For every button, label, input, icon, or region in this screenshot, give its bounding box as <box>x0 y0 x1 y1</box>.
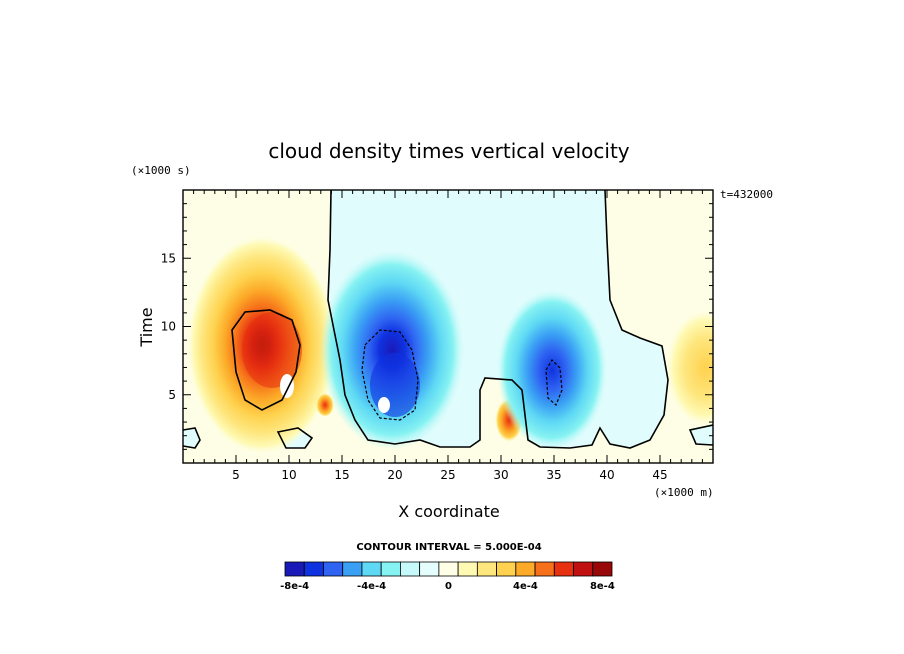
y-tick-label-15: 15 <box>161 251 176 265</box>
negative-cell-1-core <box>370 353 420 417</box>
x-axis-label: X coordinate <box>398 502 499 521</box>
colorbar-swatch-14 <box>553 561 574 577</box>
y-unit-label: (×1000 s) <box>131 164 191 177</box>
x-tick-label-15: 15 <box>334 468 349 482</box>
positive-cell-1-core <box>242 312 302 388</box>
y-tick-label-5: 5 <box>168 388 176 402</box>
colorbar <box>284 561 613 577</box>
x-tick-label-10: 10 <box>281 468 296 482</box>
colorbar-swatch-10 <box>476 561 497 577</box>
zero-contour-left-2 <box>276 427 314 449</box>
colorbar-labels: -8e-4 -4e-4 0 4e-4 8e-4 <box>280 581 615 592</box>
zero-contour-cell-ring <box>231 309 301 411</box>
positive-patch-small <box>316 393 334 417</box>
colorbar-label-3: 4e-4 <box>513 581 538 592</box>
colorbar-label-2: 0 <box>445 581 452 592</box>
colorbar-swatch-15 <box>573 561 594 577</box>
colorbar-swatch-5 <box>380 561 401 577</box>
axis-ticks <box>183 190 713 463</box>
x-tick-label-45: 45 <box>652 468 667 482</box>
positive-cell-1-peak <box>280 374 294 398</box>
y-axis-label: Time <box>137 307 156 347</box>
colorbar-swatch-9 <box>457 561 478 577</box>
colorbar-swatch-6 <box>400 561 421 577</box>
colorbar-swatch-4 <box>361 561 382 577</box>
zero-contour-main <box>327 190 669 449</box>
x-tick-label-35: 35 <box>546 468 561 482</box>
zero-contour-left-1 <box>183 427 201 449</box>
x-tick-label-5: 5 <box>232 468 240 482</box>
negative-contour-2 <box>545 359 563 407</box>
x-tick-label-40: 40 <box>599 468 614 482</box>
chart-title: cloud density times vertical velocity <box>268 139 629 163</box>
colorbar-label-1: -4e-4 <box>357 581 386 592</box>
negative-cell-1-peak <box>378 397 390 413</box>
axis-tick-labels: 5 10 15 20 25 30 35 40 45 5 10 15 <box>161 251 668 482</box>
x-tick-label-30: 30 <box>493 468 508 482</box>
contour-interval-text: CONTOUR INTERVAL = 5.000E-04 <box>356 542 541 553</box>
colorbar-swatch-7 <box>419 561 440 577</box>
positive-cell-3 <box>665 308 713 428</box>
plot-area <box>183 190 713 463</box>
colorbar-swatch-2 <box>323 561 344 577</box>
time-stamp: t=432000 <box>720 188 773 201</box>
y-tick-label-10: 10 <box>161 320 176 334</box>
colorbar-swatch-0 <box>284 561 305 577</box>
zero-contours <box>183 190 713 449</box>
x-unit-label: (×1000 m) <box>654 486 714 499</box>
colorbar-swatch-3 <box>342 561 363 577</box>
negative-cell-2 <box>497 290 607 450</box>
colorbar-swatch-8 <box>438 561 459 577</box>
negative-region-right <box>690 425 713 445</box>
colorbar-swatch-1 <box>303 561 324 577</box>
colorbar-swatch-12 <box>515 561 536 577</box>
colorbar-swatch-16 <box>592 561 613 577</box>
x-tick-label-20: 20 <box>387 468 402 482</box>
negative-cell-1 <box>320 250 464 450</box>
negative-contours <box>361 329 563 421</box>
x-tick-label-25: 25 <box>440 468 455 482</box>
negative-region-left <box>183 428 200 448</box>
colorbar-label-4: 8e-4 <box>590 581 615 592</box>
zero-contour-right <box>688 424 713 446</box>
colorbar-swatch-13 <box>534 561 555 577</box>
colorbar-label-0: -8e-4 <box>280 581 309 592</box>
colorbar-swatch-11 <box>496 561 517 577</box>
